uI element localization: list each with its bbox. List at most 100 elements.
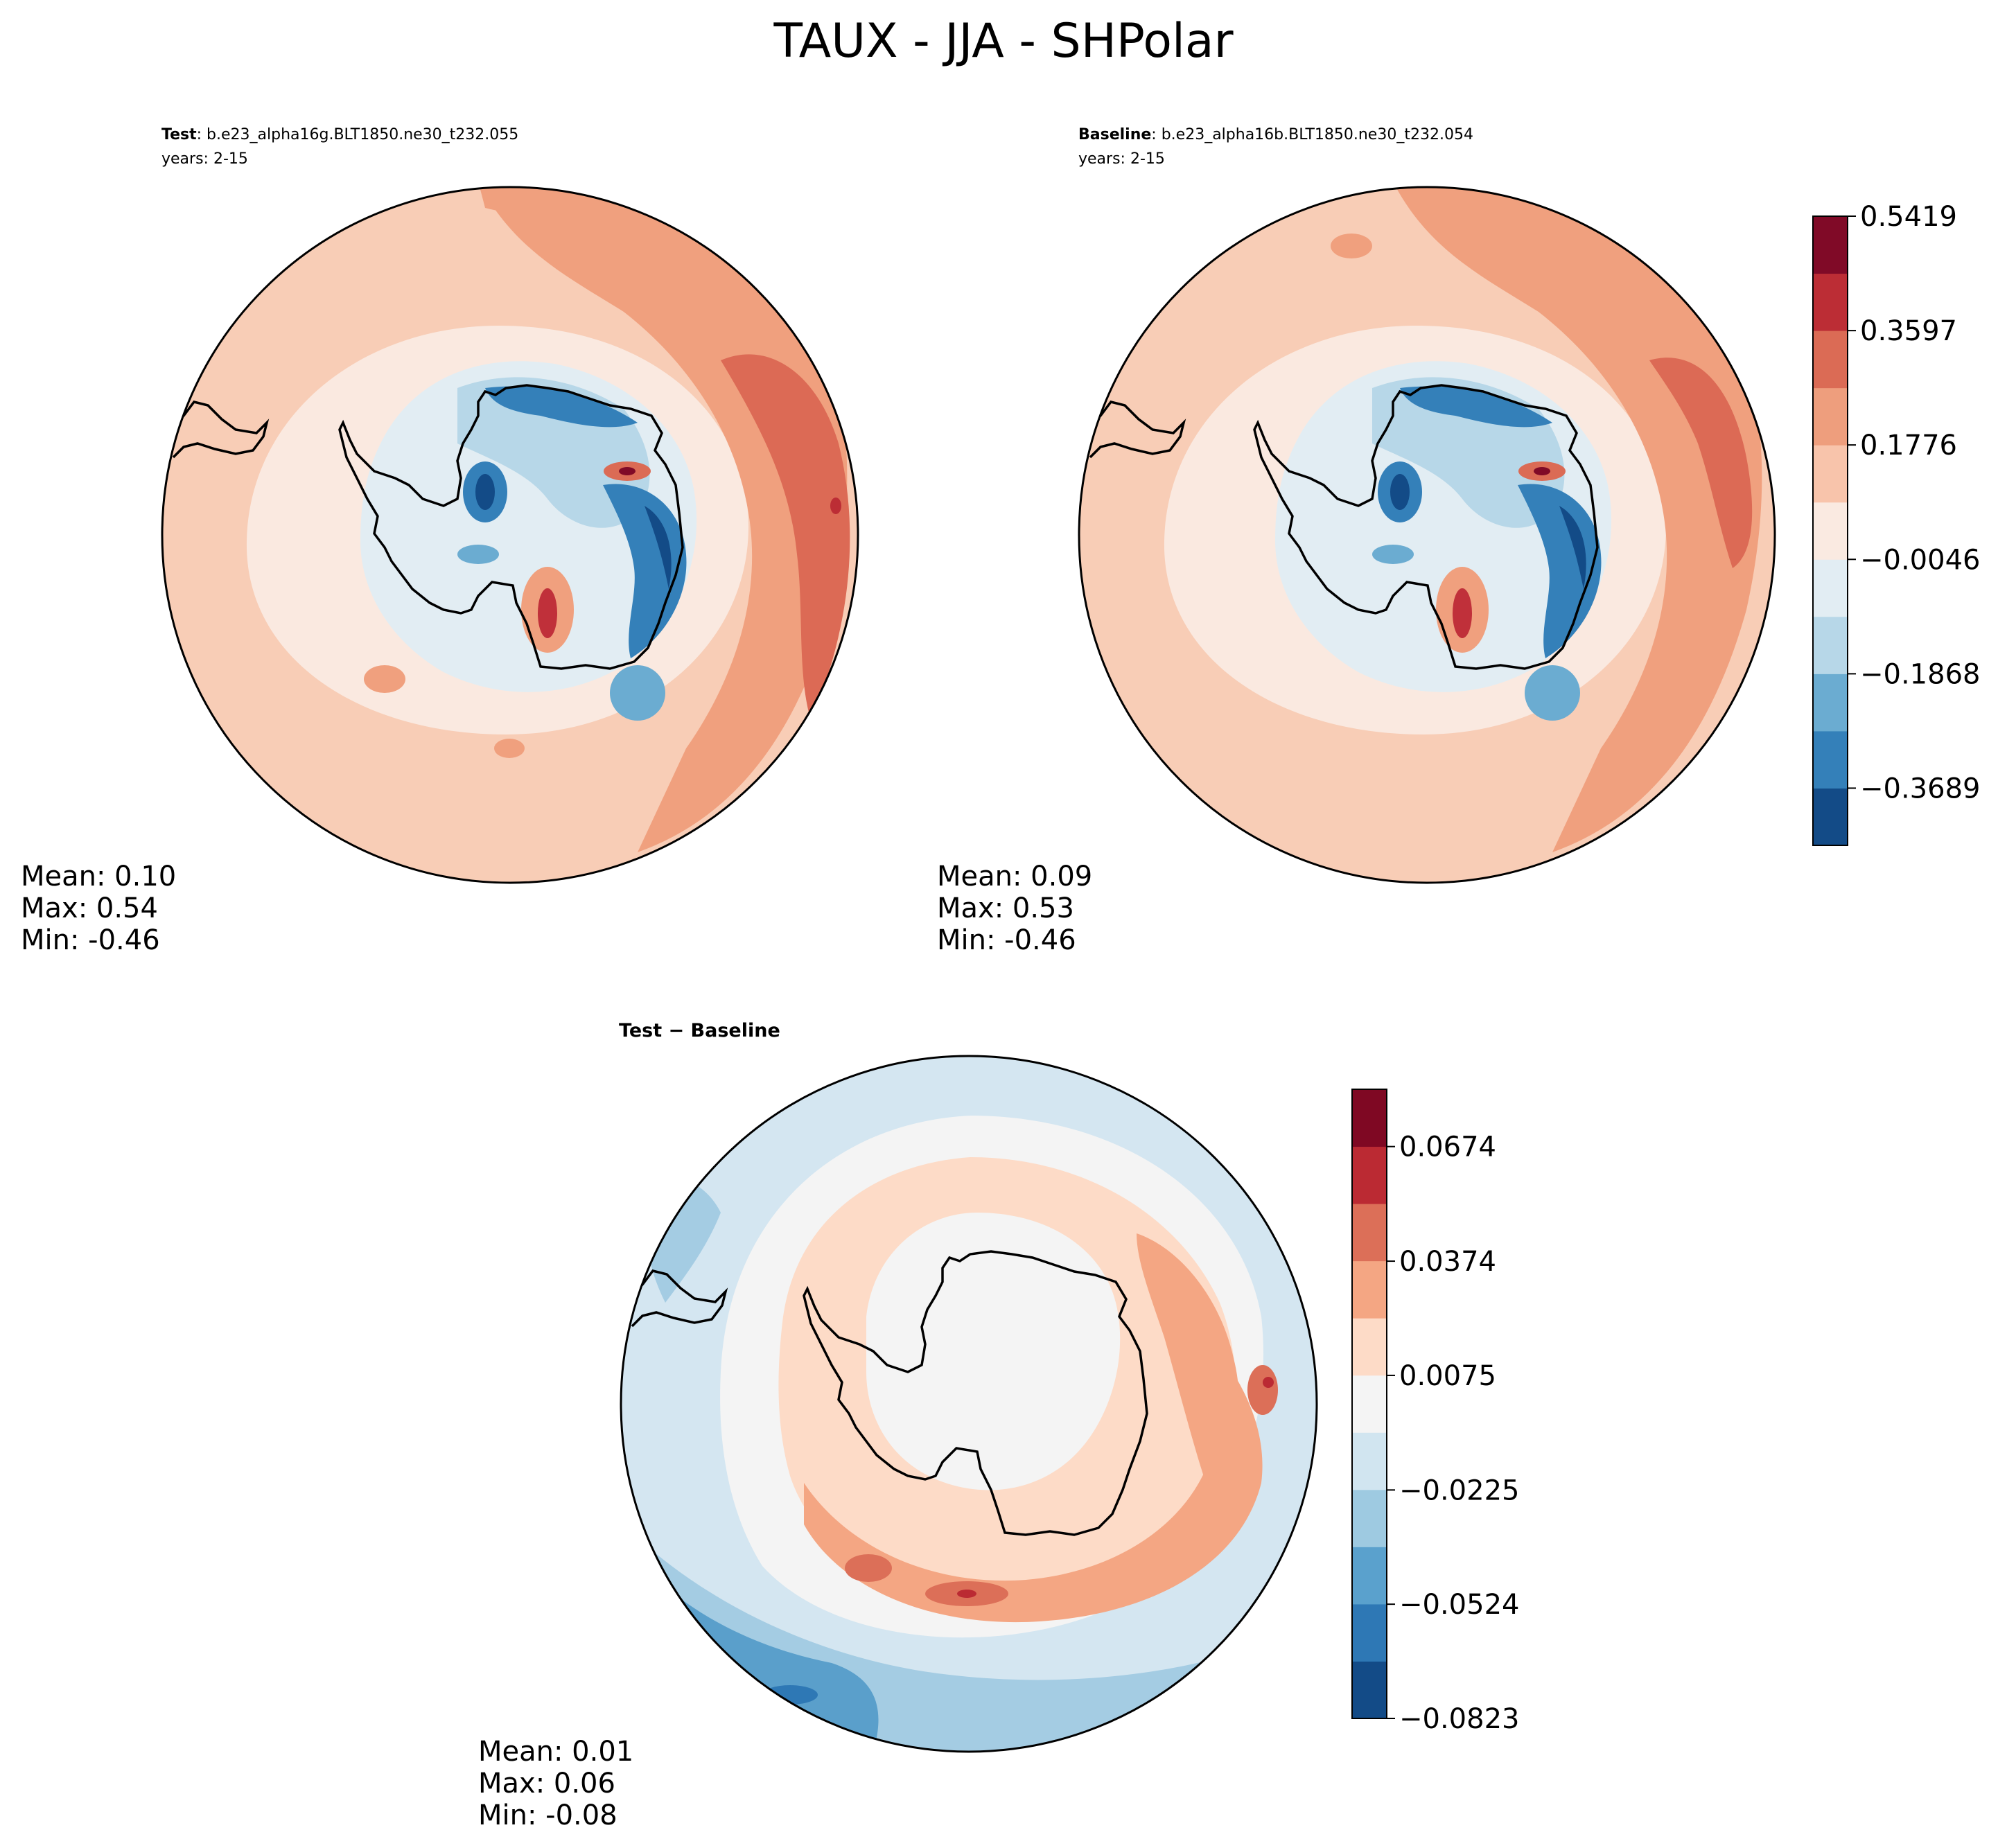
baseline-mean-stat: Mean: 0.09 [937, 861, 1092, 892]
test-coastal-jet-north [485, 386, 638, 428]
difference-antarctica-coastline [803, 1250, 1148, 1536]
difference-mean-stat: Mean: 0.01 [478, 1736, 633, 1768]
test-title-bold: Test [161, 126, 197, 143]
bottom-colorbar-segment [1352, 1661, 1387, 1719]
test-weddell-jet-core [475, 474, 495, 510]
test-north-jet-strip [478, 187, 582, 216]
bottom-colorbar-tick-label: −0.0823 [1399, 1703, 1519, 1735]
top-colorbar-segment [1813, 559, 1848, 617]
difference-south-america-coast [621, 1269, 728, 1328]
bottom-colorbar-segment [1352, 1432, 1387, 1490]
difference-panel-title: Test − Baseline [619, 1020, 780, 1041]
bottom-colorbar-segment [1352, 1204, 1387, 1262]
bottom-colorbar-segment [1352, 1318, 1387, 1376]
baseline-antarctica-coastline [1253, 384, 1599, 670]
baseline-ross-jet [1525, 665, 1580, 721]
test-map-boundary [161, 186, 859, 884]
bottom-colorbar: 0.0674 0.0374 0.0075 −0.0225 −0.0524 −0.0823 [1351, 1089, 1519, 1735]
baseline-map-boundary [1078, 186, 1776, 884]
bottom-colorbar-segment [1352, 1089, 1387, 1147]
difference-east-band [1137, 1233, 1239, 1483]
bottom-colorbar-tick-label: 0.0374 [1399, 1246, 1496, 1278]
test-patch-1 [364, 665, 405, 693]
test-map [162, 187, 858, 883]
bottom-colorbar-tick-label: −0.0225 [1399, 1475, 1519, 1506]
test-patch-2 [494, 739, 525, 758]
test-amery-core [619, 467, 636, 475]
baseline-title-bold: Baseline [1078, 126, 1151, 143]
difference-south-pacific-band [804, 1344, 1263, 1623]
top-colorbar-segment [1813, 502, 1848, 560]
figure-title: TAUX - JJA - SHPolar [773, 14, 1233, 69]
baseline-patch-1 [1331, 234, 1372, 258]
baseline-south-america-coast [1079, 401, 1186, 459]
bottom-colorbar-tick-label: 0.0674 [1399, 1132, 1496, 1163]
top-colorbar-tick-label: 0.3597 [1860, 315, 1957, 347]
baseline-min-stat: Min: -0.46 [937, 924, 1076, 956]
baseline-pacific-strong-band [1393, 187, 1762, 852]
baseline-panel: Baseline: b.e23_alpha16b.BLT1850.ne30_t2… [937, 126, 1980, 956]
top-colorbar-tick-label: −0.0046 [1860, 544, 1980, 576]
top-colorbar-segment [1813, 674, 1848, 732]
test-east-jet-core [721, 354, 850, 721]
baseline-years: years: 2-15 [1078, 150, 1165, 168]
bottom-colorbar-segment [1352, 1260, 1387, 1319]
top-colorbar-frame [1812, 215, 1848, 846]
difference-panel: Test − Baseline Mean: 0.01 Max: 0.06 Min… [478, 1020, 1519, 1831]
difference-max-stat: Max: 0.06 [478, 1768, 615, 1799]
baseline-katabatic-core [1453, 588, 1472, 638]
baseline-weddell-jet-core [1390, 474, 1410, 510]
test-south-america-coast [162, 401, 270, 459]
test-max-stat: Max: 0.54 [21, 892, 158, 924]
baseline-coastal-jet-east-core [1559, 506, 1586, 589]
bottom-colorbar-tick-label: 0.0075 [1399, 1360, 1496, 1392]
test-pacific-strong-band [478, 187, 848, 852]
bottom-colorbar-segment [1352, 1375, 1387, 1433]
top-colorbar-tick-label: 0.1776 [1860, 430, 1957, 461]
baseline-coastal-jet-north [1400, 386, 1552, 428]
test-katabatic-core [538, 588, 557, 638]
top-colorbar-segment [1813, 616, 1848, 674]
top-colorbar-segment [1813, 216, 1848, 274]
top-colorbar-segment [1813, 730, 1848, 789]
test-panel-title: Test: b.e23_alpha16g.BLT1850.ne30_t232.0… [161, 126, 518, 143]
test-coastal-jet-east [603, 484, 687, 658]
top-colorbar-segment [1813, 788, 1848, 846]
bottom-colorbar-segment [1352, 1489, 1387, 1547]
top-colorbar-tick-label: 0.5419 [1860, 201, 1957, 233]
top-colorbar-segment [1813, 331, 1848, 389]
top-colorbar: 0.5419 0.3597 0.1776 −0.0046 −0.1868 −0.3689 [1812, 201, 1980, 846]
top-colorbar-tick-label: −0.1868 [1860, 658, 1980, 690]
test-ross-jet [610, 665, 665, 721]
test-min-stat: Min: -0.46 [21, 924, 160, 956]
top-colorbar-segment [1813, 445, 1848, 503]
baseline-peninsula-jet [1372, 545, 1414, 564]
bottom-colorbar-tick-label: −0.0524 [1399, 1589, 1519, 1621]
baseline-coastal-jet-east [1518, 484, 1602, 658]
difference-map [621, 1056, 1317, 1752]
difference-pos-core-4 [1247, 1365, 1278, 1415]
difference-pos-core-1 [845, 1554, 892, 1582]
baseline-title-case: : b.e23_alpha16b.BLT1850.ne30_t232.054 [1151, 126, 1473, 143]
test-years: years: 2-15 [161, 150, 248, 168]
test-antarctica-coastline [338, 384, 684, 670]
test-peninsula-jet [457, 545, 499, 564]
difference-pos-core-5 [1263, 1377, 1274, 1388]
baseline-panel-title: Baseline: b.e23_alpha16b.BLT1850.ne30_t2… [1078, 126, 1473, 143]
difference-pos-core-3 [957, 1590, 976, 1598]
test-east-spot [830, 498, 841, 514]
bottom-colorbar-segment [1352, 1146, 1387, 1204]
baseline-max-stat: Max: 0.53 [937, 892, 1074, 924]
bottom-colorbar-segment [1352, 1603, 1387, 1662]
baseline-amery-core [1534, 467, 1550, 475]
bottom-colorbar-segment [1352, 1547, 1387, 1605]
difference-min-stat: Min: -0.08 [478, 1799, 617, 1831]
baseline-map [1079, 187, 1775, 883]
top-colorbar-segment [1813, 273, 1848, 331]
baseline-east-jet-core [1649, 358, 1753, 568]
test-mean-stat: Mean: 0.10 [21, 861, 176, 892]
test-coastal-jet-east-core [645, 506, 672, 589]
difference-antarctic-neutral [866, 1213, 1121, 1490]
difference-map-boundary [620, 1055, 1318, 1753]
